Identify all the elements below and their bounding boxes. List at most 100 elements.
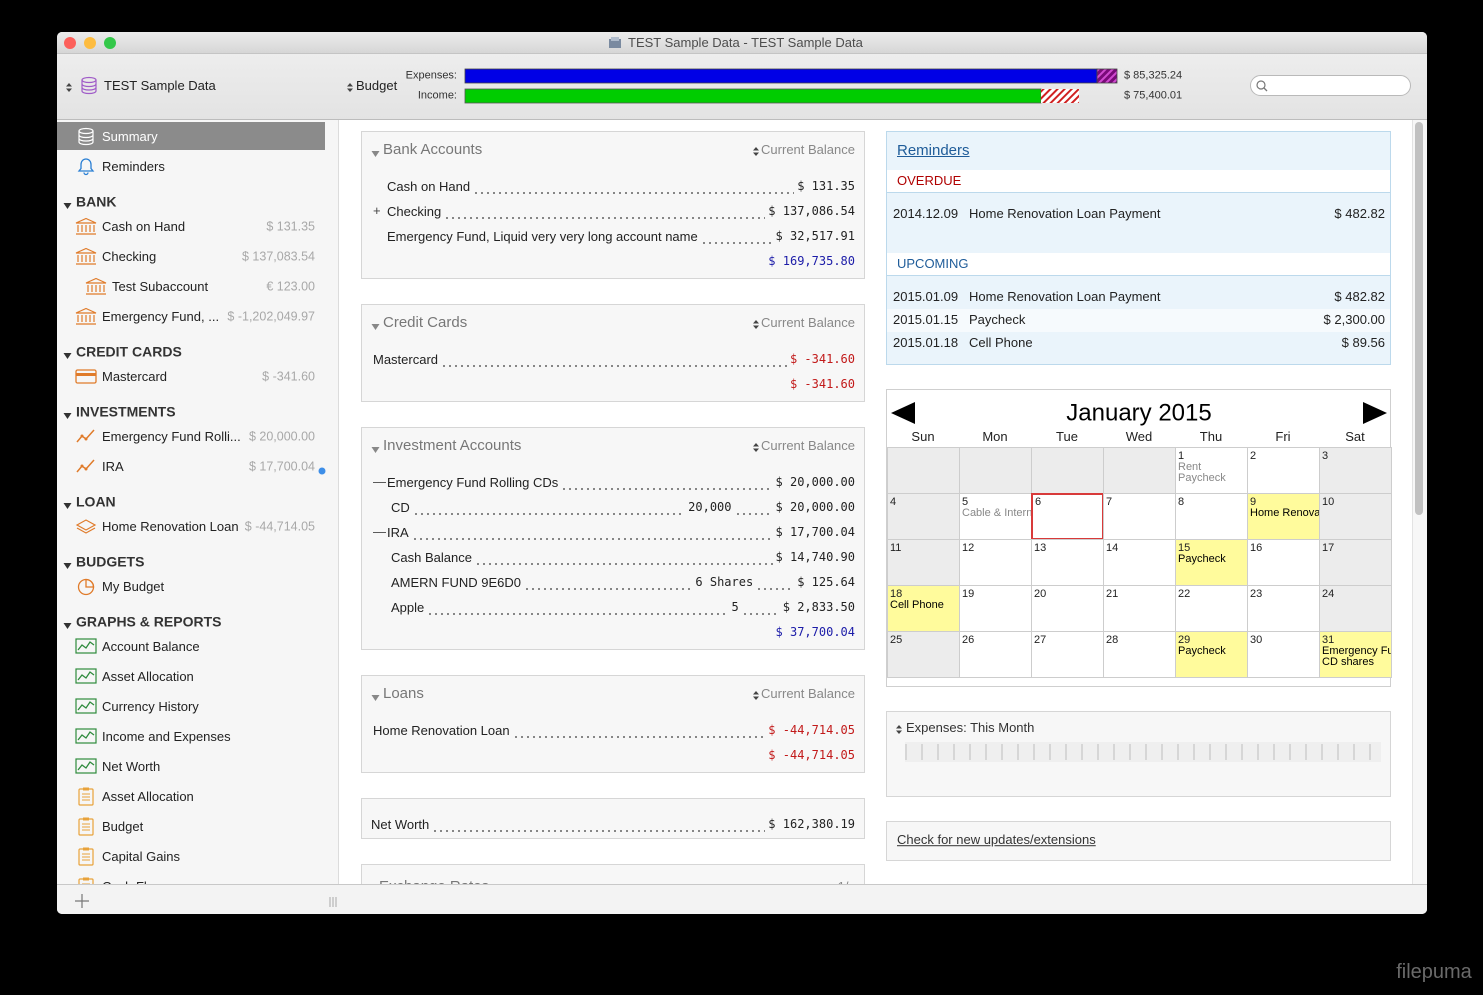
sidebar-balance: $ -1,202,049.97 (227, 309, 315, 324)
previous-month[interactable] (890, 401, 916, 425)
sidebar-item[interactable]: IRA (102, 459, 124, 475)
day-number: 5 (962, 496, 969, 508)
calendar-cell[interactable]: 19 (959, 585, 1032, 632)
calendar-cell[interactable]: 2 (1247, 447, 1320, 494)
calendar-cell[interactable]: 8 (1175, 493, 1248, 540)
sidebar-item[interactable]: Capital Gains (102, 849, 181, 865)
search-field[interactable] (1250, 75, 1411, 96)
sidebar-item[interactable]: Currency History (102, 699, 199, 715)
sidebar-icon (75, 517, 97, 537)
reminder-row-bg (887, 309, 1390, 332)
calendar-cell[interactable]: 10 (1319, 493, 1392, 540)
reminders-link[interactable]: Reminders (897, 142, 970, 159)
sidebar-item[interactable]: Emergency Fund, ... (102, 309, 220, 325)
calendar-cell[interactable]: 23 (1247, 585, 1320, 632)
panel-total: $ -44,714.05 (768, 747, 855, 762)
icon-shape (75, 758, 97, 774)
icon-shape (371, 695, 380, 701)
sidebar-item[interactable]: Budget (102, 819, 144, 835)
updates-link[interactable]: Check for new updates/extensions (897, 832, 1096, 848)
calendar-cell[interactable]: 21 (1103, 585, 1176, 632)
sidebar-item[interactable]: Test Subaccount (112, 279, 209, 295)
calendar-cell[interactable]: 26 (959, 631, 1032, 678)
calendar-title: January 2015 (1066, 399, 1212, 427)
calendar-cell[interactable]: 17 (1319, 539, 1392, 586)
sidebar-item[interactable]: Checking (102, 249, 157, 265)
day-number: 29 (1178, 634, 1191, 646)
document-name: TEST Sample Data (104, 78, 216, 94)
icon-shape (63, 203, 72, 209)
sidebar-item[interactable]: Home Renovation Loan (102, 519, 239, 535)
calendar-cell[interactable]: 9 Home Renova (1247, 493, 1320, 540)
icon-shape (753, 691, 759, 700)
dot-leader (700, 235, 773, 245)
calendar-cell[interactable]: 27 (1031, 631, 1104, 678)
sidebar-balance: $ 131.35 (266, 219, 315, 234)
sidebar-item[interactable]: Cash on Hand (102, 219, 186, 235)
reminder-date: 2015.01.18 (893, 335, 959, 351)
sidebar-item[interactable]: Reminders (102, 159, 165, 175)
calendar-cell[interactable]: 25 (887, 631, 960, 678)
sidebar-item[interactable]: Emergency Fund Rolli... (102, 429, 241, 445)
sidebar-item[interactable]: Mastercard (102, 369, 168, 385)
calendar-cell[interactable]: 1 Rent Paycheck (1175, 447, 1248, 494)
watermark: filepuma (1396, 961, 1472, 983)
title-bar (57, 32, 1427, 54)
sidebar-item[interactable]: Cash Flow (102, 879, 163, 884)
next-month[interactable] (1362, 401, 1388, 425)
exchange-panel (361, 864, 865, 884)
icon-shape (75, 307, 97, 314)
day-number: 6 (1035, 496, 1042, 508)
icon-shape (76, 315, 96, 325)
weekday-label: Fri (1275, 429, 1291, 445)
icon-shape (896, 725, 902, 734)
sidebar-item[interactable]: Net Worth (102, 759, 161, 775)
icon-shape (63, 503, 72, 509)
day-number: 22 (1178, 588, 1191, 600)
dot-leader (441, 358, 787, 368)
expand-toggle: — (373, 524, 386, 540)
calendar-cell[interactable]: 11 (887, 539, 960, 586)
scroll-thumb (1415, 122, 1423, 515)
calendar-cell[interactable]: 22 (1175, 585, 1248, 632)
calendar-cell[interactable]: 16 (1247, 539, 1320, 586)
sidebar-item[interactable]: My Budget (102, 579, 165, 595)
calendar-cell[interactable]: 13 (1031, 539, 1104, 586)
icon-shape (80, 434, 84, 438)
icon-shape (63, 563, 72, 569)
calendar-cell[interactable]: 4 (887, 493, 960, 540)
add-button[interactable] (74, 893, 90, 909)
icon-shape (78, 787, 94, 806)
split-handle (329, 895, 337, 907)
sidebar-icon (75, 847, 97, 867)
day-number: 25 (890, 634, 903, 646)
panel-total: $ 169,735.80 (768, 253, 855, 268)
calendar-cell[interactable]: 28 (1103, 631, 1176, 678)
icon-shape (63, 503, 72, 509)
calendar-cell[interactable]: 7 (1103, 493, 1176, 540)
calendar-cell[interactable]: 3 (1319, 447, 1392, 494)
sidebar-item[interactable]: Asset Allocation (102, 789, 194, 805)
calendar-cell[interactable]: 15 Paycheck (1175, 539, 1248, 586)
calendar-cell[interactable]: 31 Emergency Fu CD shares (1319, 631, 1392, 678)
calendar-cell[interactable]: 12 (959, 539, 1032, 586)
calendar-cell[interactable]: 5 Cable & Intern (959, 493, 1032, 540)
disclosure-triangle (371, 146, 380, 157)
calendar-cell[interactable]: 14 (1103, 539, 1176, 586)
column-label: Current Balance (761, 686, 855, 702)
calendar-cell[interactable]: 6 (1031, 493, 1104, 540)
icon-shape (891, 402, 915, 424)
calendar-cell[interactable]: 18 Cell Phone (887, 585, 960, 632)
disclosure-triangle (63, 408, 72, 419)
calendar-cell[interactable]: 29 Paycheck (1175, 631, 1248, 678)
icon-shape (76, 527, 96, 534)
sidebar-item[interactable]: Income and Expenses (102, 729, 231, 745)
sidebar-item[interactable]: Account Balance (102, 639, 200, 655)
sidebar-item[interactable]: Summary (102, 129, 158, 145)
calendar-cell[interactable]: 24 (1319, 585, 1392, 632)
sidebar-item[interactable]: Asset Allocation (102, 669, 194, 685)
calendar-cell[interactable]: 30 (1247, 631, 1320, 678)
window-title: TEST Sample Data - TEST Sample Data (628, 35, 863, 51)
calendar-cell[interactable]: 20 (1031, 585, 1104, 632)
icon-shape (76, 373, 96, 376)
